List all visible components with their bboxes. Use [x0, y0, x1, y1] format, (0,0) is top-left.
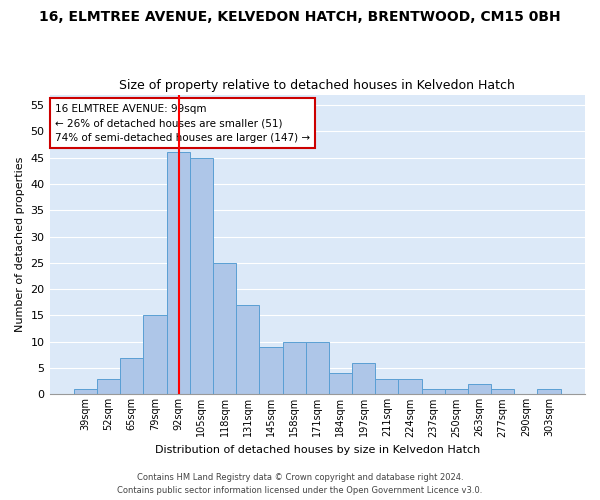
- Bar: [352, 363, 375, 394]
- Text: 16, ELMTREE AVENUE, KELVEDON HATCH, BRENTWOOD, CM15 0BH: 16, ELMTREE AVENUE, KELVEDON HATCH, BREN…: [39, 10, 561, 24]
- Title: Size of property relative to detached houses in Kelvedon Hatch: Size of property relative to detached ho…: [119, 79, 515, 92]
- Bar: [190, 158, 213, 394]
- Y-axis label: Number of detached properties: Number of detached properties: [15, 157, 25, 332]
- Bar: [305, 342, 329, 394]
- X-axis label: Distribution of detached houses by size in Kelvedon Hatch: Distribution of detached houses by size …: [155, 445, 480, 455]
- Text: Contains HM Land Registry data © Crown copyright and database right 2024.
Contai: Contains HM Land Registry data © Crown c…: [118, 474, 482, 495]
- Bar: [143, 316, 167, 394]
- Bar: [213, 263, 236, 394]
- Bar: [491, 389, 514, 394]
- Bar: [74, 389, 97, 394]
- Bar: [283, 342, 305, 394]
- Bar: [120, 358, 143, 395]
- Text: 16 ELMTREE AVENUE: 99sqm
← 26% of detached houses are smaller (51)
74% of semi-d: 16 ELMTREE AVENUE: 99sqm ← 26% of detach…: [55, 104, 310, 143]
- Bar: [538, 389, 560, 394]
- Bar: [445, 389, 468, 394]
- Bar: [329, 374, 352, 394]
- Bar: [398, 378, 422, 394]
- Bar: [259, 347, 283, 395]
- Bar: [422, 389, 445, 394]
- Bar: [167, 152, 190, 394]
- Bar: [97, 378, 120, 394]
- Bar: [236, 305, 259, 394]
- Bar: [468, 384, 491, 394]
- Bar: [375, 378, 398, 394]
